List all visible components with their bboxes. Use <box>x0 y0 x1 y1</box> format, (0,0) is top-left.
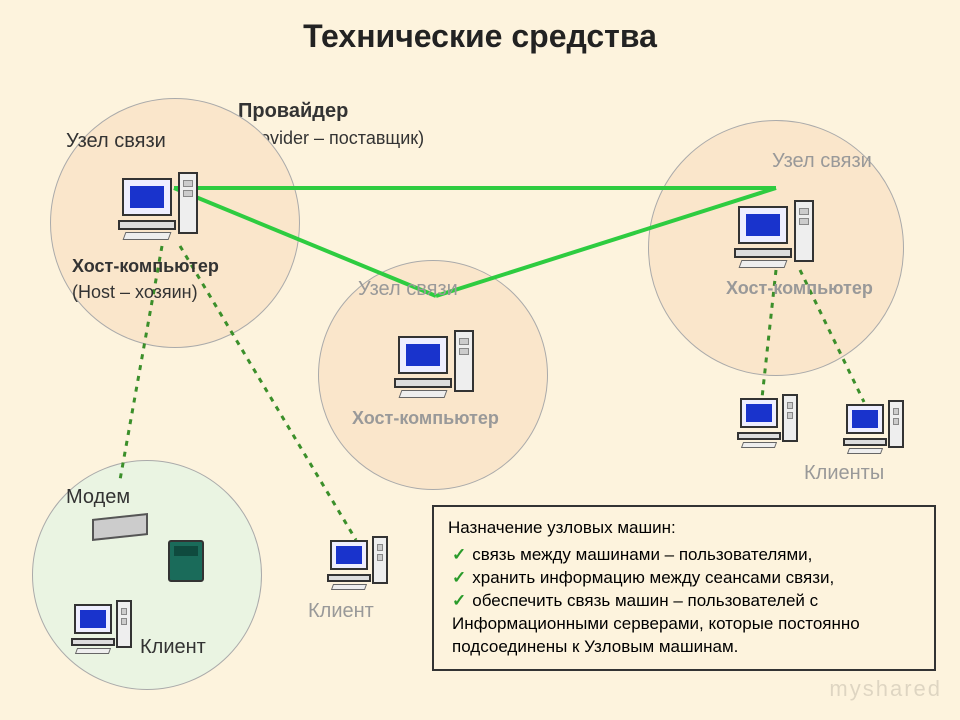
node-label-center: Узел связи <box>358 278 458 301</box>
info-box: Назначение узловых машин: ✓связь между м… <box>432 505 936 671</box>
computer-client-b <box>846 404 887 454</box>
host-label-left: Хост-компьютер <box>72 256 219 277</box>
client-label-mid: Клиент <box>308 600 374 623</box>
host-sub-left: (Host – хозяин) <box>72 282 198 303</box>
computer-host-right <box>738 206 792 268</box>
computer-client-mid <box>330 540 371 590</box>
host-label-right: Хост-компьютер <box>726 278 873 299</box>
provider-label-1: Провайдер <box>238 100 348 123</box>
clients-label: Клиенты <box>804 462 884 485</box>
node-label-left: Узел связи <box>66 130 166 153</box>
phone-icon <box>168 540 204 582</box>
info-item-1: ✓хранить информацию между сеансами связи… <box>448 567 920 590</box>
client-label-modem: Клиент <box>140 636 206 659</box>
modem-label: Модем <box>66 486 130 509</box>
watermark: myshared <box>829 676 942 702</box>
computer-host-left <box>122 178 176 240</box>
computer-host-center <box>398 336 452 398</box>
info-heading: Назначение узловых машин: <box>448 517 920 540</box>
computer-client-a <box>740 398 781 448</box>
computer-client-modem <box>74 604 115 654</box>
page-title: Технические средства <box>303 18 657 55</box>
info-item-2: ✓обеспечить связь машин – пользователей … <box>448 590 920 659</box>
info-item-0: ✓связь между машинами – пользователями, <box>448 544 920 567</box>
node-label-right: Узел связи <box>772 150 872 173</box>
host-label-center: Хост-компьютер <box>352 408 499 429</box>
